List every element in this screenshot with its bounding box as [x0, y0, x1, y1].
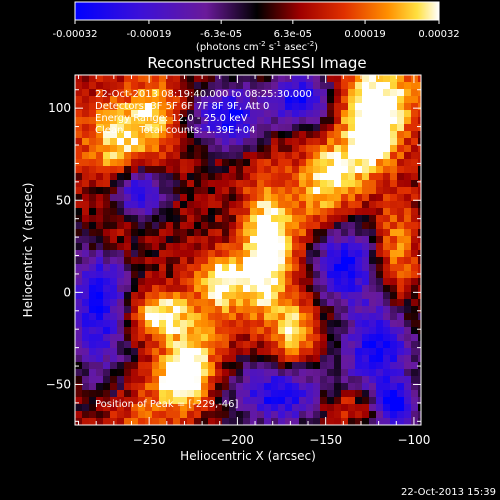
y-tick-label: 100 [48, 101, 71, 115]
heatmap-image [75, 75, 421, 425]
colorbar-ticks: -0.00032 -0.00019 -6.3e-05 6.3e-05 0.00019 0.… [53, 20, 460, 40]
info-block: 22-Oct-2013 08:19:40.000 to 08:25:30.000… [95, 89, 312, 136]
colorbar-tick-label: 0.00032 [418, 29, 459, 40]
y-tick-label: −50 [46, 377, 71, 391]
x-tick-label: −200 [221, 433, 254, 447]
colorbar-tick-label: 0.00019 [344, 29, 385, 40]
colorbar-tick-label: -6.3e-05 [200, 29, 242, 40]
x-tick-label: −150 [309, 433, 342, 447]
x-axis-ticks: −250 −200 −150 −100 [78, 75, 430, 447]
colorbar-tick-label: -0.00019 [126, 29, 171, 40]
chart-title: Reconstructed RHESSI Image [147, 54, 366, 72]
colorbar [74, 1, 440, 21]
plot-frame [74, 74, 422, 426]
colorbar-tick-label: 6.3e-05 [274, 29, 312, 40]
y-axis-ticks: −50 0 50 100 [46, 89, 421, 422]
y-tick-label: 0 [63, 285, 71, 299]
info-line-energy: Energy Range: 12.0 - 25.0 keV [95, 113, 248, 124]
x-tick-label: −100 [397, 433, 430, 447]
colorbar-tick-label: -0.00032 [53, 29, 98, 40]
x-axis-label: Heliocentric X (arcsec) [180, 449, 316, 463]
colorbar-units: (photons cm-2 s-1 asec-2) [196, 40, 318, 53]
footer-timestamp: 22-Oct-2013 15:39 [401, 487, 496, 498]
y-axis-label: Heliocentric Y (arcsec) [21, 183, 35, 318]
peak-position-label: Position of Peak = [-229,-46] [95, 399, 239, 410]
info-line-detectors: Detectors: 3F 5F 6F 7F 8F 9F, Att 0 [95, 101, 269, 112]
y-tick-label: 50 [56, 193, 71, 207]
info-line-clean: Clean Total counts: 1.39E+04 [95, 125, 255, 136]
x-tick-label: −250 [133, 433, 166, 447]
info-line-time: 22-Oct-2013 08:19:40.000 to 08:25:30.000 [95, 89, 312, 100]
